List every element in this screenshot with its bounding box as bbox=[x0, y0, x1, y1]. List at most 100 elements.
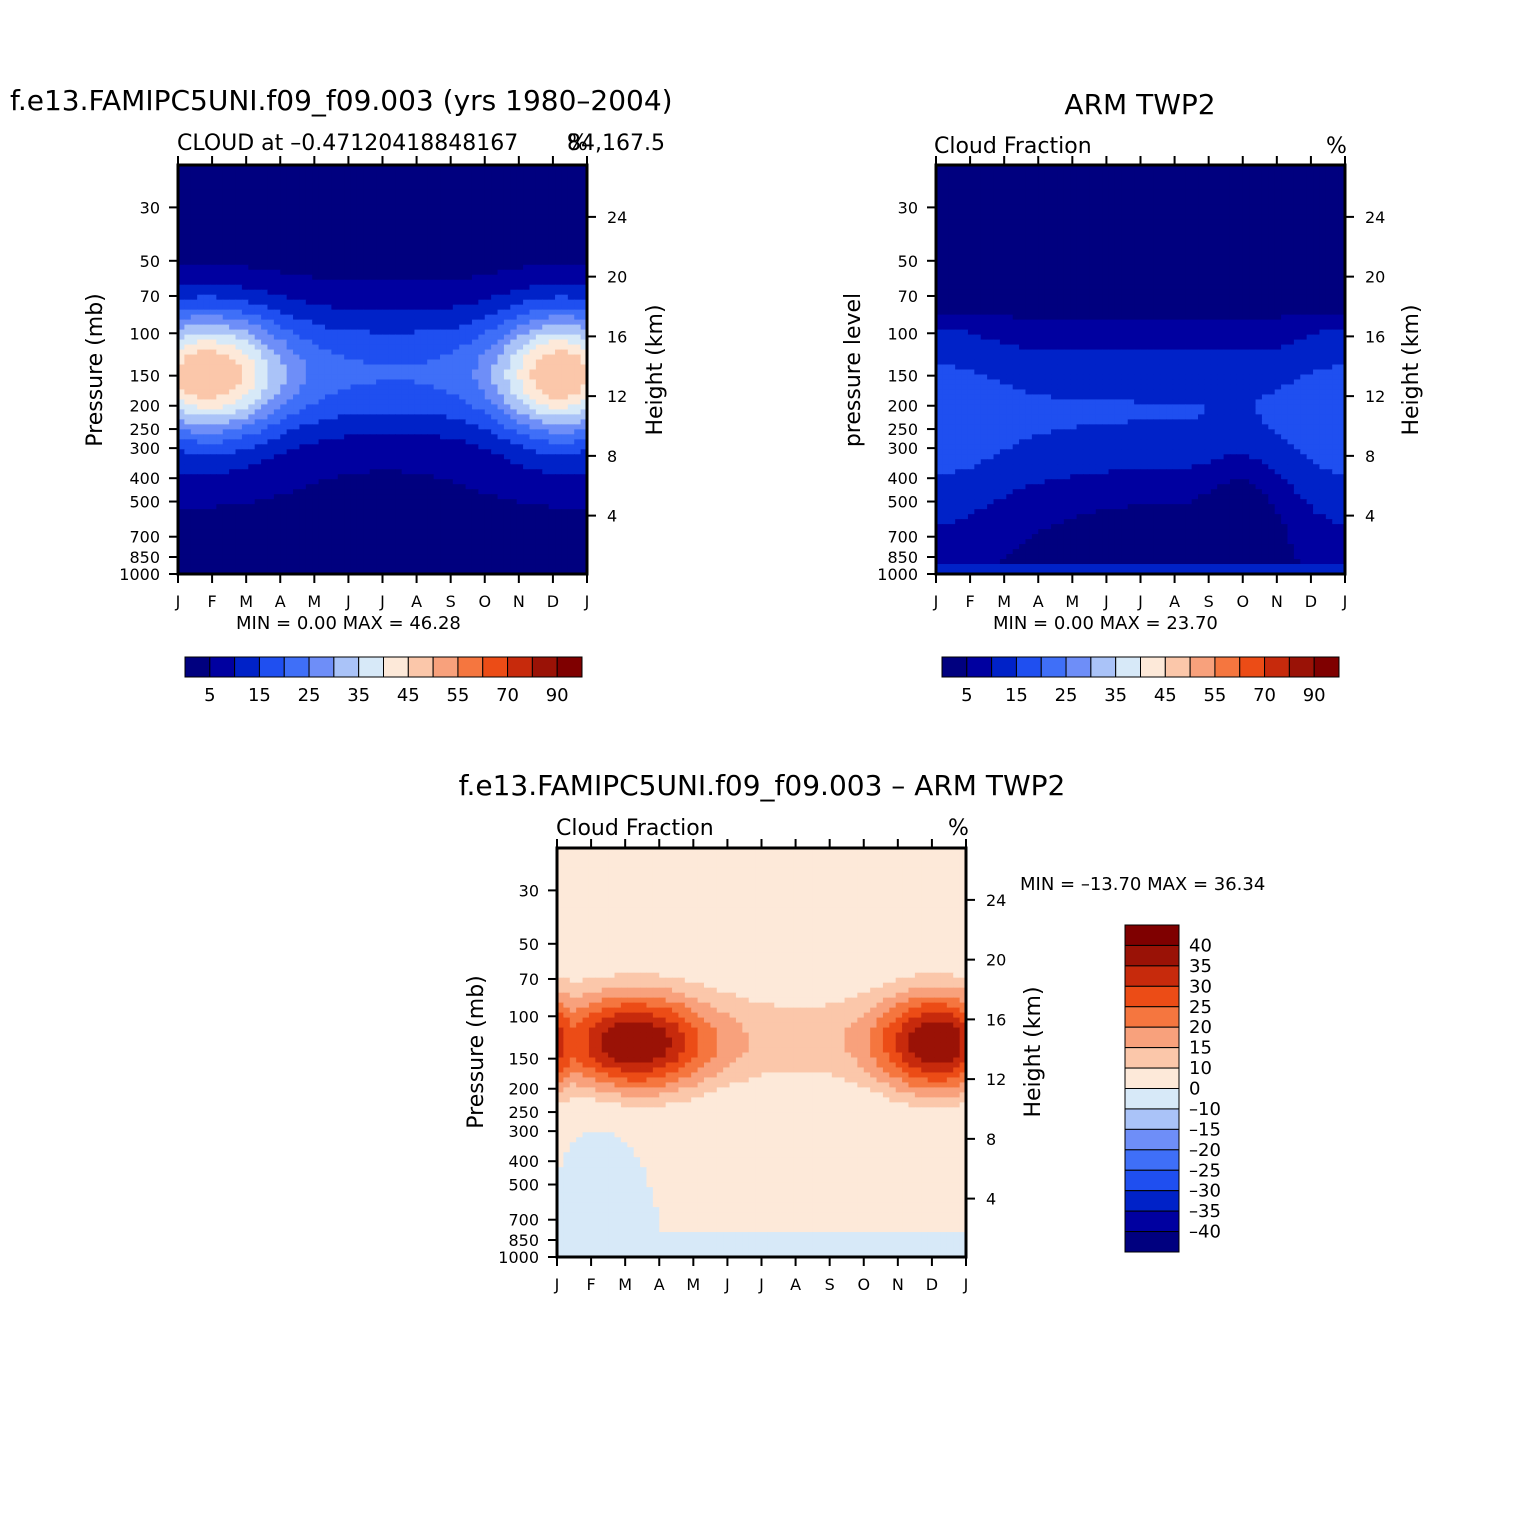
cell bbox=[363, 379, 371, 386]
cell bbox=[305, 504, 313, 510]
cell bbox=[273, 374, 281, 381]
cell bbox=[229, 524, 237, 530]
cell bbox=[497, 379, 505, 386]
cell bbox=[440, 364, 448, 371]
cell bbox=[395, 374, 403, 381]
cell bbox=[523, 289, 531, 296]
cell bbox=[197, 514, 205, 520]
cell bbox=[401, 299, 409, 306]
cell bbox=[235, 284, 243, 291]
cell bbox=[548, 269, 556, 276]
cell bbox=[580, 334, 588, 341]
cell bbox=[478, 244, 486, 251]
cell bbox=[497, 359, 505, 366]
cell bbox=[478, 509, 486, 515]
cell bbox=[446, 359, 454, 366]
cell bbox=[178, 419, 185, 425]
cell bbox=[503, 334, 511, 341]
cell bbox=[446, 454, 454, 460]
cell bbox=[344, 369, 352, 376]
cell bbox=[395, 324, 403, 331]
cell bbox=[293, 349, 301, 356]
cell bbox=[293, 309, 301, 316]
cell bbox=[491, 394, 499, 401]
cell bbox=[382, 279, 390, 286]
cell bbox=[446, 354, 454, 361]
cell bbox=[350, 229, 358, 236]
cell bbox=[197, 389, 205, 396]
cell bbox=[248, 469, 256, 475]
cell bbox=[555, 529, 563, 535]
cell bbox=[203, 359, 211, 366]
cell bbox=[529, 299, 537, 306]
cell bbox=[337, 189, 345, 196]
cell bbox=[299, 444, 307, 450]
cell bbox=[229, 244, 237, 251]
cell bbox=[452, 259, 460, 266]
cell bbox=[209, 184, 217, 191]
cell bbox=[324, 199, 332, 206]
cell bbox=[305, 314, 313, 321]
cell bbox=[197, 239, 205, 246]
cell bbox=[420, 184, 428, 191]
cell bbox=[555, 479, 563, 485]
cell bbox=[356, 214, 364, 221]
cell bbox=[440, 274, 448, 281]
cell bbox=[440, 404, 448, 410]
cell bbox=[446, 299, 454, 306]
cell bbox=[337, 219, 345, 226]
cell bbox=[267, 484, 275, 490]
cell bbox=[440, 214, 448, 221]
cell bbox=[178, 519, 185, 525]
cell bbox=[497, 299, 505, 306]
cell bbox=[580, 514, 588, 520]
cell bbox=[510, 454, 518, 460]
cell bbox=[350, 479, 358, 485]
cell bbox=[529, 239, 537, 246]
cell bbox=[408, 469, 416, 475]
cell bbox=[465, 339, 473, 346]
cell bbox=[369, 229, 377, 236]
cell bbox=[382, 179, 390, 186]
cell bbox=[229, 229, 237, 236]
cell bbox=[503, 414, 511, 420]
cell bbox=[344, 234, 352, 241]
cell bbox=[324, 194, 332, 201]
cell bbox=[261, 319, 269, 326]
cell bbox=[484, 324, 492, 331]
cell bbox=[433, 519, 441, 525]
cell bbox=[548, 514, 556, 520]
cell bbox=[535, 494, 543, 500]
cell bbox=[382, 184, 390, 191]
cell bbox=[178, 409, 185, 415]
cell bbox=[331, 254, 339, 261]
cell bbox=[542, 419, 550, 425]
cell bbox=[465, 494, 473, 500]
cell bbox=[542, 519, 550, 525]
cell bbox=[580, 404, 588, 410]
cell bbox=[510, 419, 518, 425]
cell bbox=[459, 424, 467, 430]
cell bbox=[222, 514, 230, 520]
cell bbox=[408, 434, 416, 440]
cell bbox=[478, 339, 486, 346]
cell bbox=[510, 539, 518, 545]
cell bbox=[382, 419, 390, 425]
cell bbox=[229, 339, 237, 346]
cell bbox=[452, 369, 460, 376]
cell bbox=[388, 389, 396, 396]
cell bbox=[337, 379, 345, 386]
cell bbox=[376, 459, 384, 465]
cell bbox=[484, 494, 492, 500]
cell bbox=[267, 359, 275, 366]
cell bbox=[567, 529, 575, 535]
cell bbox=[229, 479, 237, 485]
cell bbox=[363, 284, 371, 291]
cell bbox=[356, 524, 364, 530]
cell bbox=[433, 219, 441, 226]
cell bbox=[580, 259, 588, 266]
cell bbox=[184, 414, 192, 420]
cell bbox=[580, 399, 588, 406]
cell bbox=[216, 474, 224, 480]
cell bbox=[235, 489, 243, 495]
